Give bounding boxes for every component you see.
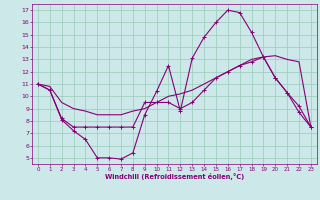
X-axis label: Windchill (Refroidissement éolien,°C): Windchill (Refroidissement éolien,°C)	[105, 173, 244, 180]
